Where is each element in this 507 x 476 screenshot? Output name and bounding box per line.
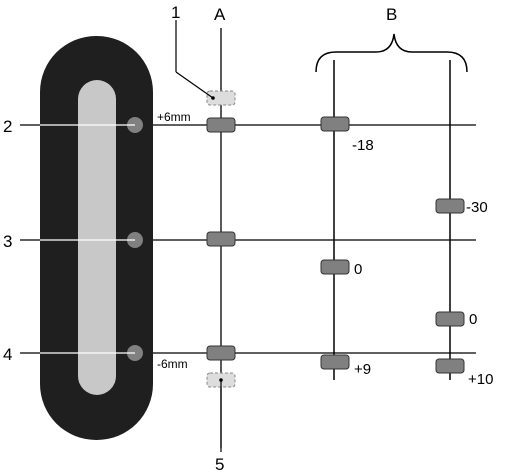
marker-b1-top <box>320 116 350 132</box>
column-label-b: B <box>386 5 397 24</box>
callout-label-1: 1 <box>171 3 180 22</box>
marker-a-middle <box>206 231 236 247</box>
callout-label-5: 5 <box>215 455 224 474</box>
callout-label-4: 4 <box>3 345 12 364</box>
value-plus-10: +10 <box>468 371 493 388</box>
dashed-marker-top <box>206 90 236 106</box>
value-0-b1: 0 <box>354 261 362 278</box>
value-minus-18: -18 <box>352 137 374 154</box>
marker-b1-bottom <box>320 354 350 370</box>
marker-b2-middle <box>435 311 465 327</box>
marker-b2-top <box>435 198 465 214</box>
marker-a-bottom <box>206 345 236 361</box>
marker-b2-bottom <box>435 358 465 374</box>
marker-a-top <box>206 117 236 133</box>
callout-label-2: 2 <box>3 117 12 136</box>
column-label-a: A <box>214 5 226 24</box>
callout-label-3: 3 <box>3 232 12 251</box>
offset-plus-6mm: +6mm <box>157 110 191 124</box>
offset-minus-6mm: -6mm <box>157 357 188 371</box>
marker-b1-middle <box>320 259 350 275</box>
value-0-b2: 0 <box>469 311 477 328</box>
brace-b <box>315 33 468 73</box>
value-minus-30: -30 <box>466 199 488 216</box>
value-plus-9: +9 <box>354 361 371 378</box>
inner-bar <box>78 80 116 395</box>
leader-1-diag <box>175 71 214 99</box>
